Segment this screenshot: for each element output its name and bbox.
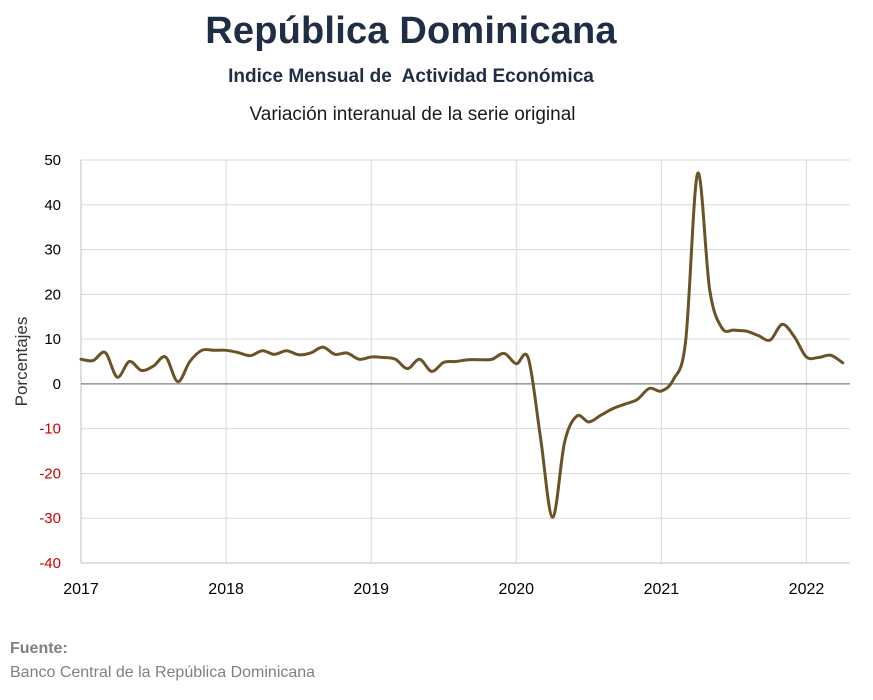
series-line: [79, 171, 845, 519]
x-tick-label: 2020: [498, 581, 534, 598]
source-label: Fuente:: [10, 640, 68, 657]
y-tick-label: 50: [44, 152, 61, 169]
y-tick-label: 10: [44, 331, 61, 348]
source-text: Banco Central de la República Dominicana: [10, 664, 316, 681]
y-tick-label: -30: [39, 510, 61, 527]
y-axis-label: Porcentajes: [12, 317, 31, 407]
y-tick-label: 20: [44, 286, 61, 303]
x-tick-label: 2022: [789, 581, 825, 598]
x-tick-label: 2018: [208, 581, 244, 598]
x-tick-label: 2019: [353, 581, 389, 598]
x-tick-label: 2017: [63, 581, 99, 598]
chart-title: República Dominicana: [205, 10, 617, 52]
x-tick-label: 2021: [644, 581, 680, 598]
chart-subtitle-secondary: Variación interanual de la serie origina…: [249, 104, 576, 125]
y-tick-label: -40: [39, 555, 61, 572]
y-tick-label: 30: [44, 242, 61, 259]
y-tick-label: 0: [53, 376, 61, 393]
y-tick-label: -20: [39, 465, 61, 482]
y-tick-label: 40: [44, 197, 61, 214]
y-tick-label: -10: [39, 421, 61, 438]
chart-subtitle: Indice Mensual de Actividad Económica: [228, 66, 594, 87]
